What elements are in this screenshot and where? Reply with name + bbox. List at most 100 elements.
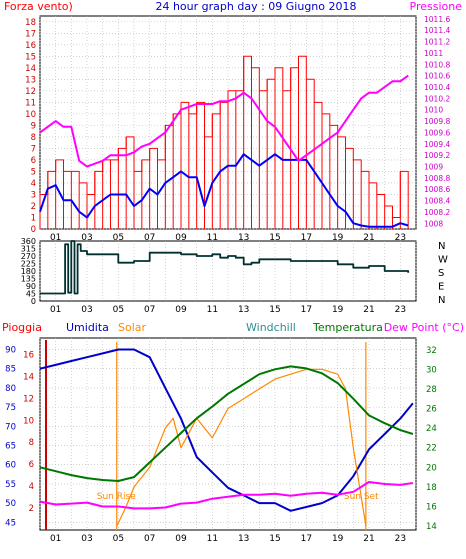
x-tick-label: 23 — [395, 305, 406, 315]
wind-tick-label: 2 — [31, 202, 36, 212]
pressure-line — [39, 74, 409, 168]
x-tick-label: 13 — [238, 534, 249, 544]
x-tick-label: 09 — [175, 534, 187, 544]
pressure-tick-label: 1009 — [424, 163, 443, 172]
pressure-tick-label: 1008.8 — [424, 174, 450, 183]
x-tick-label: 07 — [144, 233, 155, 243]
x-tick-label: 19 — [332, 534, 344, 544]
wind-tick-label: 6 — [31, 156, 36, 166]
x-tick-label: 23 — [395, 534, 406, 544]
x-tick-label: 07 — [144, 534, 155, 544]
x-tick-label: 21 — [363, 233, 374, 243]
x-tick-label: 03 — [81, 305, 92, 315]
pressure-tick-label: 1008.2 — [424, 208, 450, 217]
direction-tick-label: 180 — [21, 267, 36, 276]
temperature-tick-label: 22 — [426, 444, 437, 454]
x-tick-label: 01 — [50, 534, 61, 544]
legend-dewpoint: Dew Point (°C) — [384, 321, 464, 334]
temperature-tick-label: 24 — [426, 424, 437, 434]
dewpoint-line — [39, 481, 414, 510]
temperature-tick-label: 14 — [426, 522, 437, 532]
wind-tick-label: 4 — [31, 179, 36, 189]
legend-rain: Pioggia — [2, 321, 42, 334]
x-tick-label: 09 — [175, 305, 187, 315]
sunrise-label: Sun Rise — [97, 492, 136, 502]
temperature-tick-label: 26 — [426, 405, 437, 415]
wind-tick-label: 12 — [25, 87, 36, 97]
humidity-tick-label: 60 — [5, 461, 16, 471]
legend-solar: Solar — [118, 321, 147, 334]
temperature-line — [39, 365, 414, 482]
pressure-tick-label: 1008.4 — [424, 197, 450, 206]
wind-tick-label: 13 — [25, 75, 36, 85]
rain-tick-label: 16 — [23, 350, 34, 360]
wind-tick-label: 15 — [25, 52, 36, 62]
legend-temperature: Temperatura — [312, 321, 383, 334]
pressure-tick-label: 1011.4 — [424, 26, 450, 35]
x-tick-label: 09 — [175, 233, 187, 243]
temperature-tick-label: 28 — [426, 385, 437, 395]
x-tick-label: 11 — [207, 233, 218, 243]
rain-tick-label: 4 — [29, 482, 34, 492]
pressure-tick-label: 1010 — [424, 106, 443, 115]
x-tick-label: 15 — [269, 534, 280, 544]
humidity-tick-label: 50 — [5, 499, 16, 509]
compass-label: E — [438, 282, 444, 293]
wind-tick-label: 5 — [31, 167, 36, 177]
direction-tick-label: 90 — [26, 282, 36, 291]
temperature-tick-label: 16 — [426, 502, 437, 512]
wind-tick-label: 0 — [31, 225, 36, 235]
rain-tick-label: 8 — [29, 438, 34, 448]
temperature-tick-label: 32 — [426, 346, 437, 356]
humidity-line — [39, 348, 414, 512]
x-tick-label: 11 — [207, 534, 218, 544]
x-tick-label: 03 — [81, 233, 92, 243]
x-tick-label: 15 — [269, 305, 280, 315]
wind-tick-label: 7 — [31, 144, 36, 154]
x-tick-label: 19 — [332, 233, 344, 243]
pressure-tick-label: 1008 — [424, 219, 443, 228]
x-tick-label: 23 — [395, 233, 406, 243]
x-tick-label: 17 — [301, 305, 312, 315]
x-tick-label: 21 — [363, 305, 374, 315]
direction-tick-label: 45 — [26, 290, 36, 299]
pressure-tick-label: 1010.4 — [424, 83, 450, 92]
humidity-tick-label: 65 — [5, 442, 16, 452]
wind-direction-line — [40, 240, 410, 295]
direction-tick-label: 135 — [21, 275, 36, 284]
temperature-tick-label: 20 — [426, 463, 437, 473]
x-tick-label: 13 — [238, 233, 249, 243]
pressure-tick-label: 1009.2 — [424, 151, 450, 160]
legend-humidity: Umidita — [66, 321, 109, 334]
humidity-tick-label: 85 — [5, 365, 16, 375]
avg-wind-line — [39, 153, 409, 228]
direction-tick-label: 270 — [21, 252, 36, 261]
compass-label: N — [438, 295, 445, 306]
x-tick-label: 19 — [332, 305, 344, 315]
graph-title: 24 hour graph day : 09 Giugno 2018 — [155, 0, 356, 13]
pressure-tick-label: 1009.8 — [424, 117, 450, 126]
humidity-tick-label: 45 — [5, 518, 16, 528]
legend-windchill: Windchill — [246, 321, 296, 334]
pressure-tick-label: 1009.6 — [424, 128, 450, 137]
humidity-tick-label: 90 — [5, 346, 16, 356]
wind-tick-label: 11 — [25, 98, 36, 108]
pressure-tick-label: 1008.6 — [424, 185, 450, 194]
rain-tick-label: 12 — [23, 394, 34, 404]
direction-tick-label: 0 — [31, 297, 36, 306]
rain-tick-label: 10 — [23, 416, 34, 426]
compass-label: W — [438, 255, 448, 266]
pressure-tick-label: 1011.6 — [424, 15, 450, 24]
direction-tick-label: 315 — [21, 245, 36, 254]
wind-tick-label: 14 — [25, 64, 36, 74]
pressure-tick-label: 1010.2 — [424, 94, 450, 103]
rain-tick-label: 6 — [29, 460, 34, 470]
compass-label: N — [438, 241, 445, 252]
x-tick-label: 05 — [113, 305, 124, 315]
humidity-tick-label: 80 — [5, 384, 16, 394]
rain-tick-label: 2 — [29, 504, 34, 514]
humidity-tick-label: 75 — [5, 403, 16, 413]
solar-line — [116, 368, 367, 527]
pressure-tick-label: 1010.6 — [424, 72, 450, 81]
